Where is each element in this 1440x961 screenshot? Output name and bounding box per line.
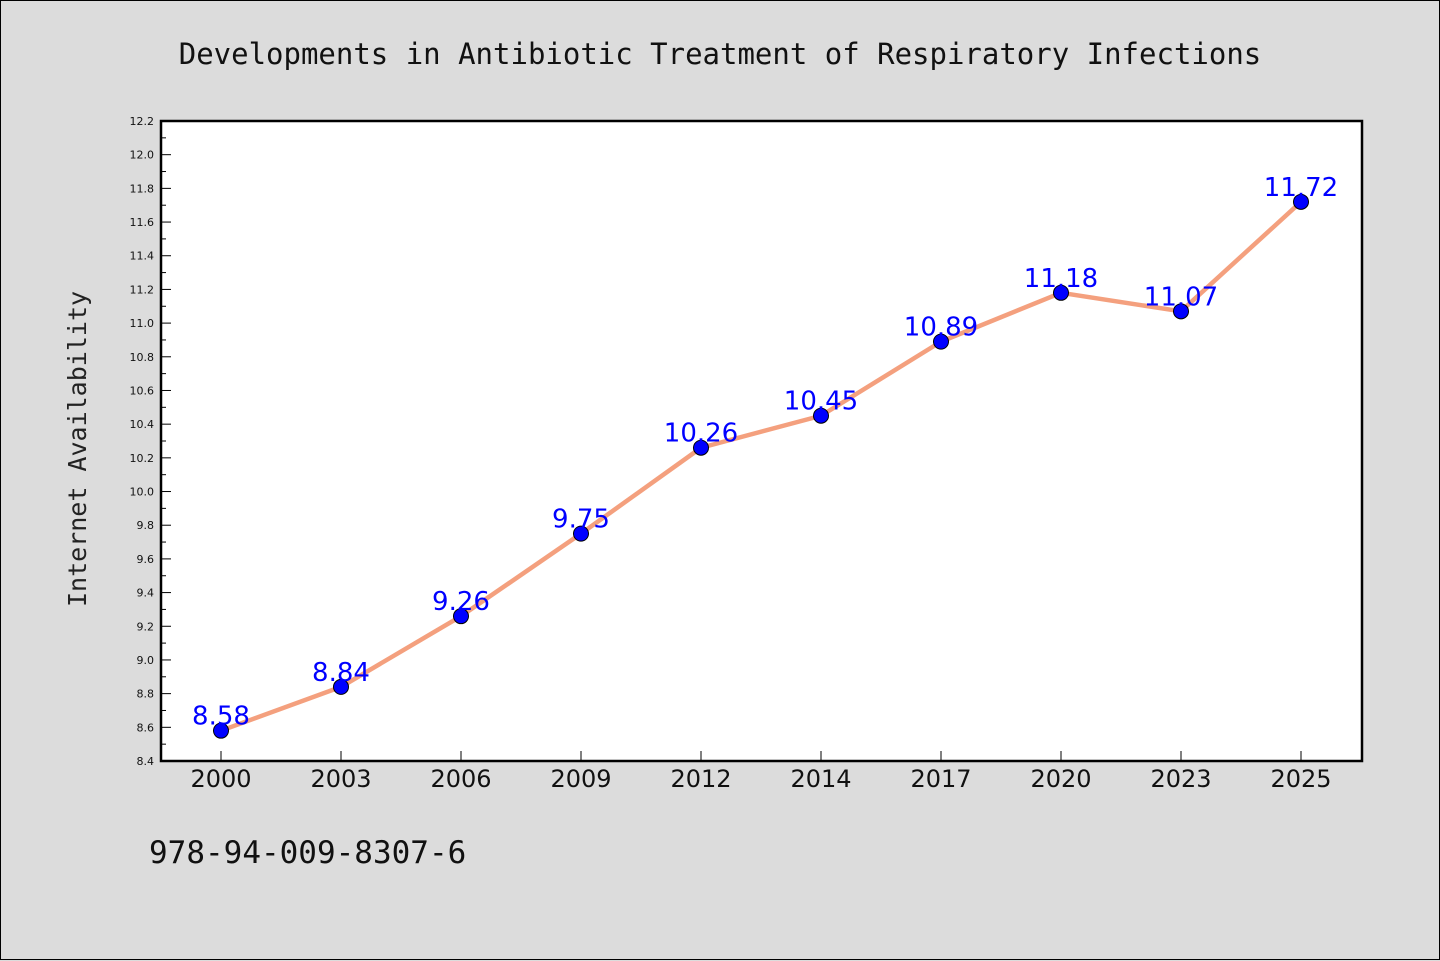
x-tick-label: 2020	[1030, 765, 1091, 793]
y-tick-label: 9.8	[137, 519, 155, 532]
data-label: 11.18	[1024, 264, 1098, 294]
data-point	[1053, 284, 1069, 301]
y-tick-label: 12.2	[130, 115, 155, 128]
y-tick-label: 8.4	[137, 755, 155, 768]
y-tick-label: 8.6	[137, 721, 155, 734]
y-tick-label: 9.2	[137, 620, 155, 633]
data-point	[1173, 303, 1189, 320]
y-tick-label: 11.2	[130, 283, 155, 296]
x-tick-label: 2012	[670, 765, 731, 793]
x-tick-label: 2023	[1150, 765, 1211, 793]
y-tick-label: 10.4	[130, 418, 155, 431]
data-point	[693, 439, 709, 456]
data-point	[213, 722, 229, 739]
y-tick-label: 10.8	[130, 351, 155, 364]
y-axis-label: Internet Availability	[63, 291, 92, 607]
data-label: 9.75	[552, 505, 610, 535]
data-label: 11.07	[1144, 282, 1218, 312]
y-tick-label: 11.8	[130, 182, 155, 195]
data-point	[453, 608, 469, 625]
data-point	[1293, 193, 1309, 210]
x-axis: 2000 2003 2006 2009 2012 2014 2017 2020 2023 2025	[190, 751, 1332, 793]
series-line	[218, 199, 1304, 733]
y-tick-label: 11.6	[130, 216, 155, 229]
y-tick-label: 12.0	[130, 149, 155, 162]
y-tick-label: 10.2	[130, 452, 155, 465]
x-tick-label: 2006	[430, 765, 491, 793]
data-point	[573, 525, 589, 542]
y-tick-label: 9.6	[137, 553, 155, 566]
y-tick-label: 8.8	[137, 688, 155, 701]
footer-code: 978-94-009-8307-6	[149, 835, 467, 871]
y-tick-label: 11.4	[130, 250, 155, 263]
data-label: 8.84	[312, 658, 370, 688]
data-point	[333, 678, 349, 695]
data-label: 9.26	[432, 587, 490, 617]
data-point	[933, 333, 949, 350]
data-label: 8.58	[192, 702, 250, 732]
data-labels: 8.58 8.84 9.26 9.75 10.26 10.45 10.89 11.18 11.0…	[192, 173, 1338, 732]
data-label: 10.89	[904, 313, 978, 343]
y-axis: 8.4 8.6 8.8 9.0 9.2 9.4 9.6 9.8 10.0 10.2 10.4 10.6…	[130, 115, 171, 768]
y-tick-label: 11.0	[130, 317, 155, 330]
x-tick-label: 2000	[190, 765, 251, 793]
series-line-path	[218, 199, 1304, 733]
y-tick-label: 10.6	[130, 384, 155, 397]
data-label: 10.45	[784, 387, 858, 417]
x-tick-label: 2009	[550, 765, 611, 793]
y-tick-label: 9.0	[137, 654, 155, 667]
data-markers	[213, 193, 1309, 739]
data-label: 10.26	[664, 419, 738, 449]
chart-title: Developments in Antibiotic Treatment of …	[179, 37, 1262, 71]
data-point	[813, 407, 829, 424]
x-tick-label: 2003	[310, 765, 371, 793]
x-tick-label: 2014	[790, 765, 851, 793]
x-tick-label: 2017	[910, 765, 971, 793]
y-tick-label: 10.0	[130, 486, 155, 499]
data-label: 11.72	[1264, 173, 1338, 203]
y-tick-label: 9.4	[137, 587, 155, 600]
plot-area	[159, 119, 1364, 763]
x-tick-label: 2025	[1270, 765, 1331, 793]
